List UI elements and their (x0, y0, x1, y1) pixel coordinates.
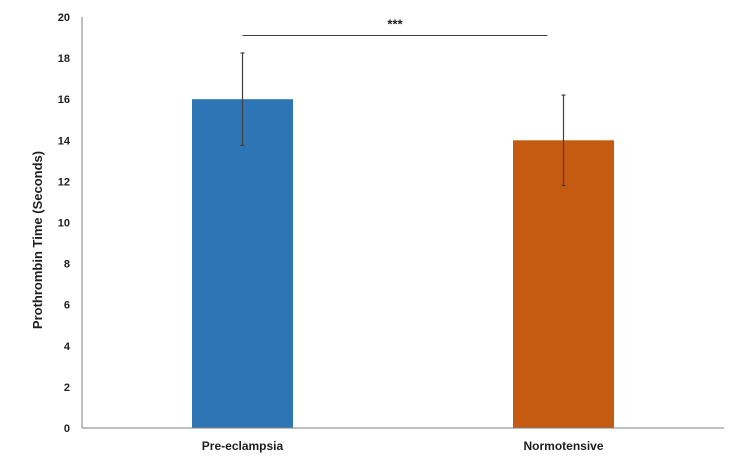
y-tick-label: 20 (58, 12, 70, 24)
y-axis-title: Prothrombin Time (Seconds) (30, 151, 45, 329)
significance-annotation: *** (242, 16, 548, 36)
axes-layer (81, 17, 724, 429)
x-category-label: Pre-eclampsia (202, 439, 284, 453)
y-tick-label: 14 (58, 135, 71, 147)
bars-layer (192, 99, 614, 429)
significance-label: *** (387, 16, 403, 31)
bar (192, 99, 293, 428)
y-tick-label: 0 (64, 423, 70, 435)
y-tick-label: 6 (64, 300, 70, 312)
y-tick-label: 18 (58, 53, 70, 65)
x-category-labels: Pre-eclampsia Normotensive (202, 439, 604, 453)
y-tick-label: 12 (58, 176, 70, 188)
y-tick-label: 16 (58, 94, 70, 106)
y-tick-label: 2 (64, 382, 70, 394)
error-bars-layer (240, 52, 566, 187)
y-tick-label: 10 (58, 218, 70, 230)
bar (513, 140, 614, 429)
y-tick-label: 8 (64, 259, 70, 271)
x-category-label: Normotensive (523, 439, 603, 453)
y-tick-labels: 0 2 4 6 8 10 12 14 16 18 20 (58, 12, 71, 435)
y-tick-label: 4 (64, 341, 71, 353)
